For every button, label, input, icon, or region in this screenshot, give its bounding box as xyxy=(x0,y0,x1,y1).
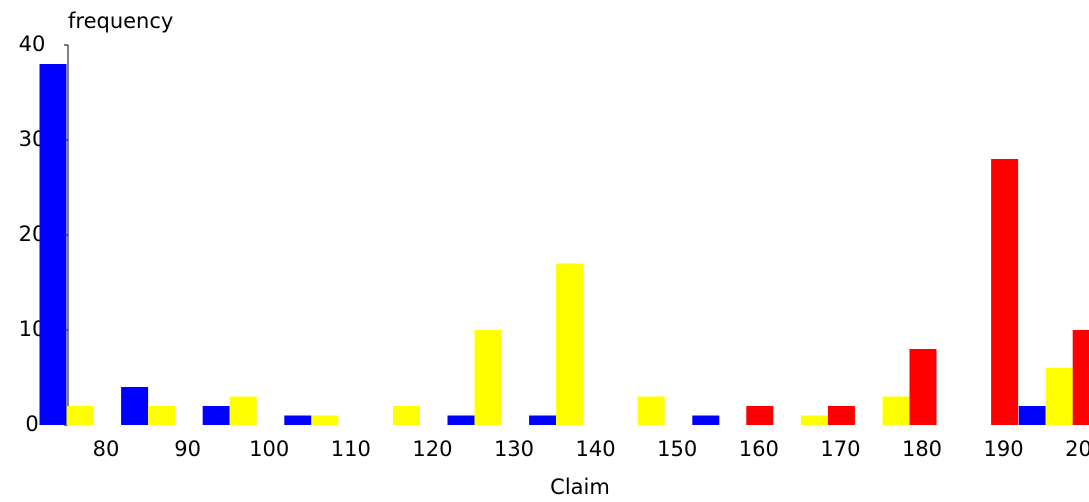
x-tick-label: 110 xyxy=(331,437,371,461)
bar xyxy=(121,387,149,425)
bar xyxy=(1072,330,1089,425)
x-axis-label: Claim xyxy=(550,475,610,499)
x-tick-label: 120 xyxy=(412,437,452,461)
x-tick-label: 80 xyxy=(93,437,120,461)
x-tick-label: 90 xyxy=(174,437,201,461)
bar xyxy=(1018,406,1046,425)
x-tick-label: 150 xyxy=(657,437,697,461)
bar xyxy=(447,415,475,425)
bar xyxy=(229,396,257,425)
bar xyxy=(1045,368,1073,425)
x-tick-label: 200 xyxy=(1065,437,1089,461)
bar xyxy=(692,415,720,425)
y-tick-label: 40 xyxy=(19,32,46,56)
x-tick-label: 160 xyxy=(739,437,779,461)
x-tick-label: 180 xyxy=(902,437,942,461)
bar xyxy=(556,263,584,425)
bar xyxy=(637,396,665,425)
x-tick-label: 130 xyxy=(494,437,534,461)
bar xyxy=(909,349,937,425)
bar xyxy=(746,406,774,425)
bar xyxy=(202,406,230,425)
y-axis-label: frequency xyxy=(68,9,173,33)
bar xyxy=(882,396,910,425)
y-tick-label: 0 xyxy=(25,412,38,436)
bar xyxy=(39,64,67,425)
bar xyxy=(474,330,502,425)
x-tick-label: 190 xyxy=(984,437,1024,461)
bar xyxy=(284,415,312,425)
bar xyxy=(311,415,339,425)
bar xyxy=(991,159,1019,425)
x-tick-label: 170 xyxy=(820,437,860,461)
bar xyxy=(392,406,420,425)
x-tick-label: 100 xyxy=(249,437,289,461)
bar xyxy=(66,406,94,425)
bar xyxy=(529,415,557,425)
bar xyxy=(148,406,176,425)
x-tick-label: 140 xyxy=(576,437,616,461)
bar xyxy=(800,415,828,425)
bar xyxy=(827,406,855,425)
